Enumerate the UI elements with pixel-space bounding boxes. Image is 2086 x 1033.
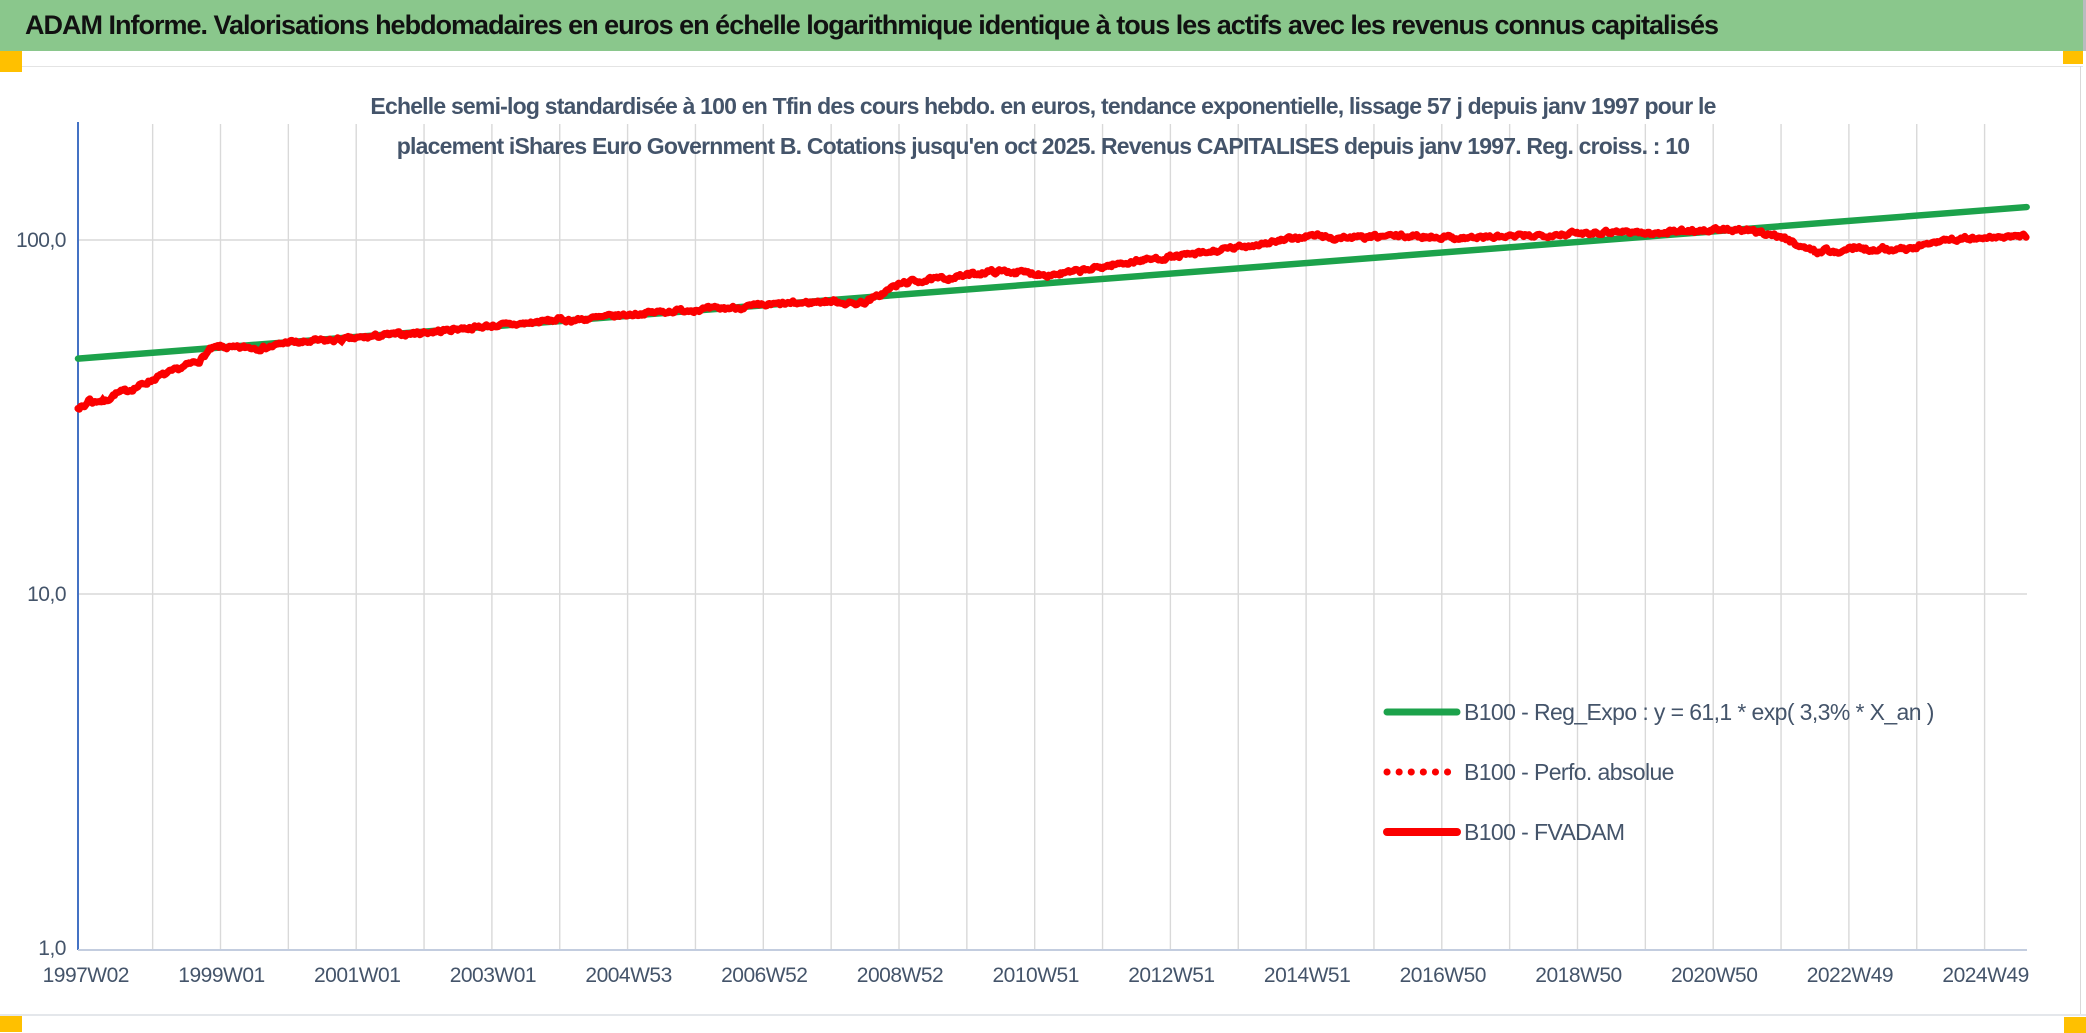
separator-line-bottom bbox=[0, 1014, 2086, 1016]
legend-label: B100 - Perfo. absolue bbox=[1464, 758, 1674, 785]
y-axis-tick-label: 10,0 bbox=[27, 583, 66, 606]
separator-line-right bbox=[2080, 66, 2081, 1014]
corner-accent-bottom-left bbox=[0, 1016, 22, 1032]
legend-swatch-dotted bbox=[1383, 768, 1461, 776]
chart-title-line1: Echelle semi-log standardisée à 100 en T… bbox=[370, 93, 1716, 119]
chart-title-line2: placement iShares Euro Government B. Cot… bbox=[396, 133, 1690, 159]
header-title: ADAM Informe. Valorisations hebdomadaire… bbox=[25, 10, 1719, 40]
x-axis-tick-label: 2008W52 bbox=[857, 964, 943, 987]
x-axis-tick-label: 2022W49 bbox=[1807, 964, 1893, 987]
corner-accent-bottom-right bbox=[2064, 1017, 2086, 1033]
x-axis-tick-label: 2018W50 bbox=[1535, 964, 1621, 987]
corner-accent-top-left bbox=[0, 51, 22, 72]
chart-title: Echelle semi-log standardisée à 100 en T… bbox=[0, 86, 2086, 166]
x-axis-tick-label: 2024W49 bbox=[1942, 964, 2028, 987]
legend-label: B100 - Reg_Expo : y = 61,1 * exp( 3,3% *… bbox=[1464, 698, 1934, 725]
legend-swatch-solid bbox=[1383, 708, 1461, 716]
x-axis-tick-label: 2012W51 bbox=[1128, 964, 1214, 987]
x-axis-tick-label: 2020W50 bbox=[1671, 964, 1757, 987]
x-axis-tick-label: 2004W53 bbox=[585, 964, 671, 987]
corner-accent-top-right bbox=[2063, 51, 2083, 64]
legend-swatch-solid bbox=[1383, 828, 1461, 836]
legend: B100 - Reg_Expo : y = 61,1 * exp( 3,3% *… bbox=[1383, 682, 1934, 862]
y-axis-tick-label: 100,0 bbox=[16, 229, 66, 252]
legend-row: B100 - FVADAM bbox=[1383, 802, 1934, 862]
header-bar: ADAM Informe. Valorisations hebdomadaire… bbox=[0, 0, 2086, 51]
y-axis-tick-label: 1,0 bbox=[38, 937, 66, 960]
x-axis-tick-label: 2010W51 bbox=[992, 964, 1078, 987]
series-perfo-absolue-line bbox=[74, 221, 2030, 415]
separator-line-top bbox=[22, 66, 2083, 67]
x-axis-tick-label: 2006W52 bbox=[721, 964, 807, 987]
legend-row: B100 - Perfo. absolue bbox=[1383, 742, 1934, 802]
x-axis-tick-label: 2014W51 bbox=[1264, 964, 1350, 987]
series-fvadam-line bbox=[74, 224, 2030, 413]
x-axis-tick-label: 2001W01 bbox=[314, 964, 400, 987]
x-axis-tick-label: 2016W50 bbox=[1400, 964, 1486, 987]
x-axis-tick-label: 2003W01 bbox=[450, 964, 536, 987]
legend-label: B100 - FVADAM bbox=[1464, 818, 1625, 845]
legend-row: B100 - Reg_Expo : y = 61,1 * exp( 3,3% *… bbox=[1383, 682, 1934, 742]
x-axis-tick-label: 1997W02 bbox=[43, 964, 129, 987]
x-axis-tick-label: 1999W01 bbox=[178, 964, 264, 987]
